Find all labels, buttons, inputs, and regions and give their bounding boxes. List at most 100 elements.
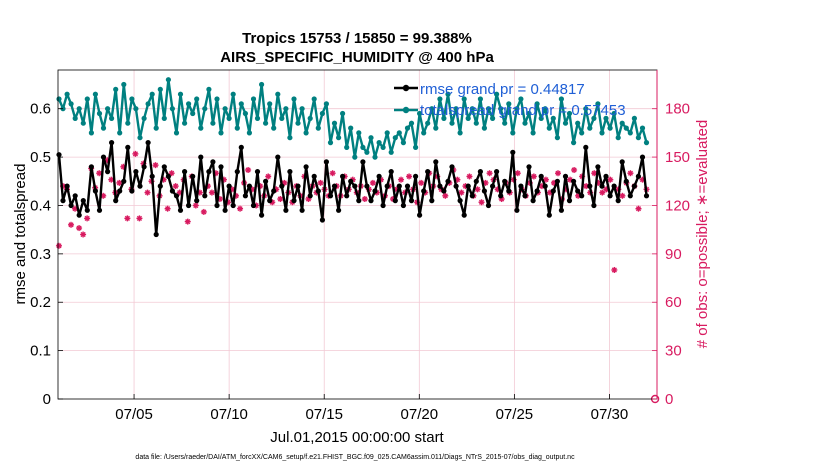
rmse-point: [461, 212, 467, 218]
rmse-point: [190, 173, 196, 179]
spread-point: [129, 96, 135, 102]
x-tick-label: 07/20: [401, 406, 439, 423]
obs-evaluated-marker: [192, 202, 199, 209]
obs-evaluated-marker: [124, 215, 131, 222]
spread-point: [68, 101, 74, 107]
rmse-point: [92, 188, 98, 194]
spread-point: [291, 96, 297, 102]
rmse-point: [157, 183, 163, 189]
y-axis-label-left: rmse and totalspread: [12, 164, 29, 305]
rmse-point: [627, 193, 633, 199]
spread-point: [481, 125, 487, 131]
obs-evaluated-marker: [583, 183, 590, 190]
rmse-point: [315, 188, 321, 194]
spread-point: [498, 106, 504, 112]
spread-point: [433, 125, 439, 131]
spread-line: [57, 78, 648, 159]
spread-point: [591, 115, 597, 121]
spread-point: [202, 106, 208, 112]
rmse-point: [161, 164, 167, 170]
rmse-point: [372, 188, 378, 194]
spread-point: [510, 130, 516, 136]
rmse-point: [408, 198, 415, 204]
spread-point: [477, 96, 483, 102]
spread-point: [437, 96, 443, 102]
rmse-point: [465, 183, 471, 189]
spread-point: [635, 135, 642, 141]
spread-point: [173, 130, 180, 136]
spread-point: [356, 130, 362, 136]
spread-point: [141, 115, 147, 121]
rmse-point: [60, 198, 66, 204]
spread-point: [643, 140, 650, 146]
rmse-point: [287, 169, 293, 175]
obs-evaluated-marker: [164, 205, 171, 212]
rmse-point: [368, 198, 374, 204]
rmse-point: [400, 202, 406, 209]
spread-point: [388, 149, 394, 155]
rmse-point: [149, 173, 155, 179]
spread-point: [100, 125, 107, 131]
obs-evaluated-marker: [458, 189, 465, 196]
rmse-point: [84, 207, 90, 213]
spread-point: [222, 106, 228, 112]
spread-point: [384, 130, 390, 136]
spread-point: [287, 135, 293, 141]
obs-evaluated-marker: [80, 231, 87, 238]
spread-point: [595, 101, 601, 107]
spread-point: [607, 125, 613, 131]
spread-point: [506, 101, 512, 107]
rmse-point: [457, 198, 463, 204]
rmse-point: [425, 169, 431, 175]
rmse-point: [599, 183, 605, 189]
legend-spread-label: totalspread grand pr = 0.57453: [420, 102, 626, 119]
rmse-point: [376, 173, 382, 179]
rmse-point: [575, 188, 581, 194]
obs-evaluated-marker: [514, 170, 521, 177]
spread-point: [566, 110, 573, 117]
rmse-point: [421, 188, 427, 194]
spread-point: [494, 91, 500, 97]
rmse-point: [133, 169, 139, 175]
rmse-point: [109, 140, 115, 146]
spread-point: [554, 135, 561, 141]
obs-evaluated-marker: [369, 179, 376, 186]
rmse-point: [259, 212, 265, 218]
rmse-point: [526, 164, 532, 170]
spread-point: [319, 110, 325, 117]
spread-point: [490, 115, 496, 121]
rmse-point: [485, 202, 492, 209]
spread-point: [113, 86, 119, 92]
spread-point: [186, 101, 192, 107]
spread-point: [157, 86, 163, 92]
obs-evaluated-marker: [184, 218, 191, 225]
x-tick-label: 07/05: [115, 406, 153, 423]
spread-point: [84, 96, 90, 102]
rmse-point: [502, 178, 508, 184]
rmse-point: [396, 183, 402, 189]
obs-evaluated-marker: [530, 173, 537, 180]
spread-point: [530, 130, 536, 136]
spread-point: [238, 101, 244, 107]
spread-point: [538, 115, 544, 121]
spread-point: [344, 144, 350, 150]
spread-point: [315, 125, 321, 131]
x-tick-label: 07/15: [305, 406, 343, 423]
spread-point: [522, 120, 528, 126]
rmse-point: [194, 198, 200, 204]
rmse-point: [558, 207, 565, 213]
rmse-point: [96, 207, 103, 213]
spread-point: [376, 140, 382, 146]
spread-point: [461, 96, 467, 102]
rmse-point: [518, 183, 524, 189]
obs-evaluated-marker: [619, 192, 626, 199]
rmse-point: [538, 173, 544, 179]
spread-point: [105, 106, 111, 112]
rmse-point: [392, 198, 398, 204]
spread-point: [546, 125, 552, 131]
rmse-point: [206, 169, 212, 175]
spread-point: [348, 125, 354, 131]
spread-point: [453, 106, 459, 112]
rmse-point: [319, 217, 325, 223]
spread-point: [161, 115, 167, 121]
